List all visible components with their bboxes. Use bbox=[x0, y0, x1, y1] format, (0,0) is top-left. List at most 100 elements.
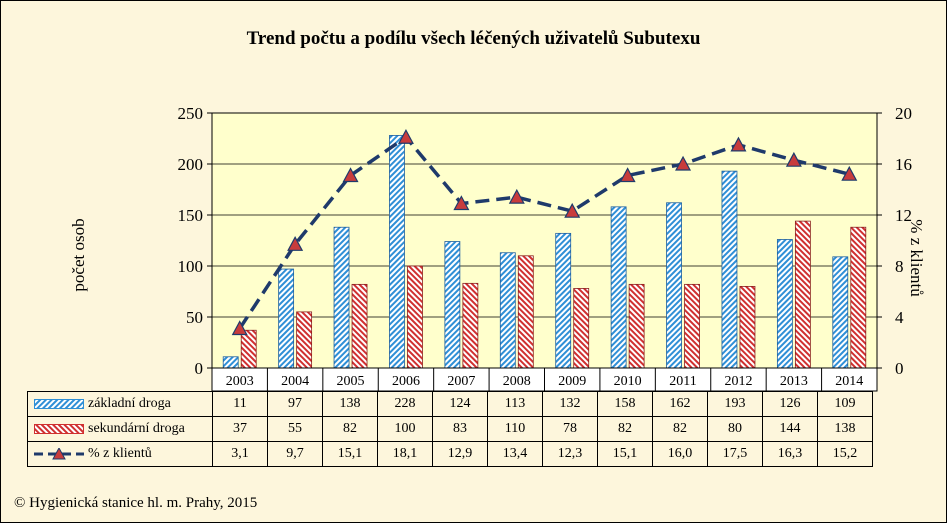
bar-base-2008 bbox=[499, 252, 516, 369]
table-cell: 12,9 bbox=[432, 441, 488, 467]
y2-tick-label: 16 bbox=[895, 155, 912, 174]
table-cell: 132 bbox=[542, 391, 598, 417]
table-cell: 18,1 bbox=[377, 441, 433, 467]
table-cell: 138 bbox=[817, 416, 873, 442]
y2-tick-label: 4 bbox=[895, 308, 904, 327]
percent-point-2003 bbox=[231, 320, 248, 336]
table-cell: 17,5 bbox=[707, 441, 763, 467]
y2-tick-label: 12 bbox=[895, 206, 912, 225]
table-cell: 55 bbox=[267, 416, 323, 442]
table-cell: 37 bbox=[212, 416, 268, 442]
legend-secondary: sekundární droga bbox=[27, 416, 213, 442]
table-cell: 110 bbox=[487, 416, 543, 442]
table-cell: 82 bbox=[652, 416, 708, 442]
bar-base-2005 bbox=[333, 226, 350, 369]
x-tick-label: 2009 bbox=[558, 374, 586, 389]
legend-label-base: základní droga bbox=[88, 396, 171, 411]
bar-base-2014 bbox=[832, 256, 849, 369]
legend-percent: % z klientů bbox=[27, 441, 213, 467]
percent-point-2008 bbox=[508, 188, 525, 204]
table-cell: 82 bbox=[322, 416, 378, 442]
y-axis-title: počet osob bbox=[69, 218, 88, 291]
bar-base-2009 bbox=[555, 232, 572, 369]
x-tick-label: 2013 bbox=[780, 374, 808, 389]
x-tick-label: 2008 bbox=[503, 374, 531, 389]
legend-key-base bbox=[34, 398, 84, 409]
x-tick-label: 2011 bbox=[669, 374, 696, 389]
percent-point-2006 bbox=[397, 128, 414, 144]
bar-base-2006 bbox=[389, 135, 405, 369]
bar-secondary-2005 bbox=[351, 283, 368, 369]
x-tick-label: 2006 bbox=[392, 374, 420, 389]
table-cell: 80 bbox=[707, 416, 763, 442]
percent-point-2013 bbox=[785, 151, 802, 167]
percent-point-2010 bbox=[619, 167, 636, 183]
table-cell: 15,1 bbox=[597, 441, 653, 467]
table-cell: 12,3 bbox=[542, 441, 598, 467]
x-tick-label: 2014 bbox=[835, 374, 863, 389]
bar-secondary-2013 bbox=[794, 220, 811, 369]
table-cell: 100 bbox=[377, 416, 433, 442]
table-cell: 126 bbox=[762, 391, 818, 417]
table-cell: 83 bbox=[432, 416, 488, 442]
legend-key-secondary bbox=[34, 423, 84, 434]
table-cell: 15,2 bbox=[817, 441, 873, 467]
bars bbox=[222, 135, 867, 369]
table-cell: 144 bbox=[762, 416, 818, 442]
copyright-text: © Hygienická stanice hl. m. Prahy, 2015 bbox=[14, 495, 258, 511]
table-cell: 13,4 bbox=[487, 441, 543, 467]
table-row-percent: % z klientů 3,1 9,7 15,1 18,1 12,9 13,4 12,3 15… bbox=[27, 441, 873, 467]
y-tick-label: 100 bbox=[178, 257, 204, 276]
x-tick-label: 2010 bbox=[614, 374, 642, 389]
percent-point-2005 bbox=[342, 167, 359, 183]
bar-base-2012 bbox=[721, 170, 738, 369]
table-cell: 11 bbox=[212, 391, 268, 417]
percent-point-2007 bbox=[453, 195, 470, 211]
percent-point-2014 bbox=[841, 165, 858, 181]
table-cell: 78 bbox=[542, 416, 598, 442]
percent-point-2012 bbox=[730, 136, 747, 152]
gridlines bbox=[212, 163, 877, 318]
table-cell: 162 bbox=[652, 391, 708, 417]
table-cell: 158 bbox=[597, 391, 653, 417]
table-cell: 138 bbox=[322, 391, 378, 417]
data-table: základní droga 11 97 138 228 124 113 132 158 162… bbox=[27, 391, 873, 467]
plot-area bbox=[211, 112, 878, 369]
table-row-base: základní droga 11 97 138 228 124 113 132 158 162… bbox=[27, 391, 873, 417]
axes: 0 50 100 150 200 250 0 4 8 12 16 20 bbox=[178, 104, 913, 378]
percent-point-2009 bbox=[564, 202, 581, 218]
chart-title: Trend počtu a podílu všech léčených uživ… bbox=[246, 28, 701, 49]
legend-base: základní droga bbox=[27, 391, 213, 417]
table-cell: 124 bbox=[432, 391, 488, 417]
bar-secondary-2011 bbox=[684, 283, 700, 369]
bar-secondary-2010 bbox=[628, 283, 645, 369]
table-cell: 109 bbox=[817, 391, 873, 417]
bar-base-2010 bbox=[610, 206, 627, 369]
bar-base-2011 bbox=[666, 202, 682, 369]
bar-base-2004 bbox=[278, 268, 295, 369]
x-tick-label: 2005 bbox=[337, 374, 365, 389]
y-tick-label: 0 bbox=[195, 359, 204, 378]
y-tick-label: 50 bbox=[186, 308, 203, 327]
x-tick-label: 2007 bbox=[447, 374, 475, 389]
percent-line bbox=[231, 128, 858, 336]
x-tick-label: 2012 bbox=[724, 374, 752, 389]
bar-secondary-2009 bbox=[573, 288, 590, 369]
legend-label-secondary: sekundární droga bbox=[88, 421, 185, 436]
percent-point-2004 bbox=[287, 236, 304, 251]
percent-point-2011 bbox=[675, 155, 692, 171]
y2-tick-label: 0 bbox=[895, 359, 904, 378]
percent-series-line bbox=[238, 134, 850, 330]
y2-tick-label: 20 bbox=[895, 104, 912, 123]
bar-base-2013 bbox=[776, 239, 793, 369]
y2-axis-title: % z klientů bbox=[907, 219, 926, 297]
table-cell: 3,1 bbox=[212, 441, 268, 467]
bar-secondary-2012 bbox=[739, 285, 756, 369]
legend-key-percent bbox=[34, 447, 84, 460]
y-tick-label: 250 bbox=[178, 104, 204, 123]
bar-secondary-2004 bbox=[296, 311, 313, 369]
bar-secondary-2006 bbox=[407, 265, 423, 369]
bar-secondary-2014 bbox=[850, 226, 867, 369]
x-tick-label: 2004 bbox=[281, 374, 309, 389]
